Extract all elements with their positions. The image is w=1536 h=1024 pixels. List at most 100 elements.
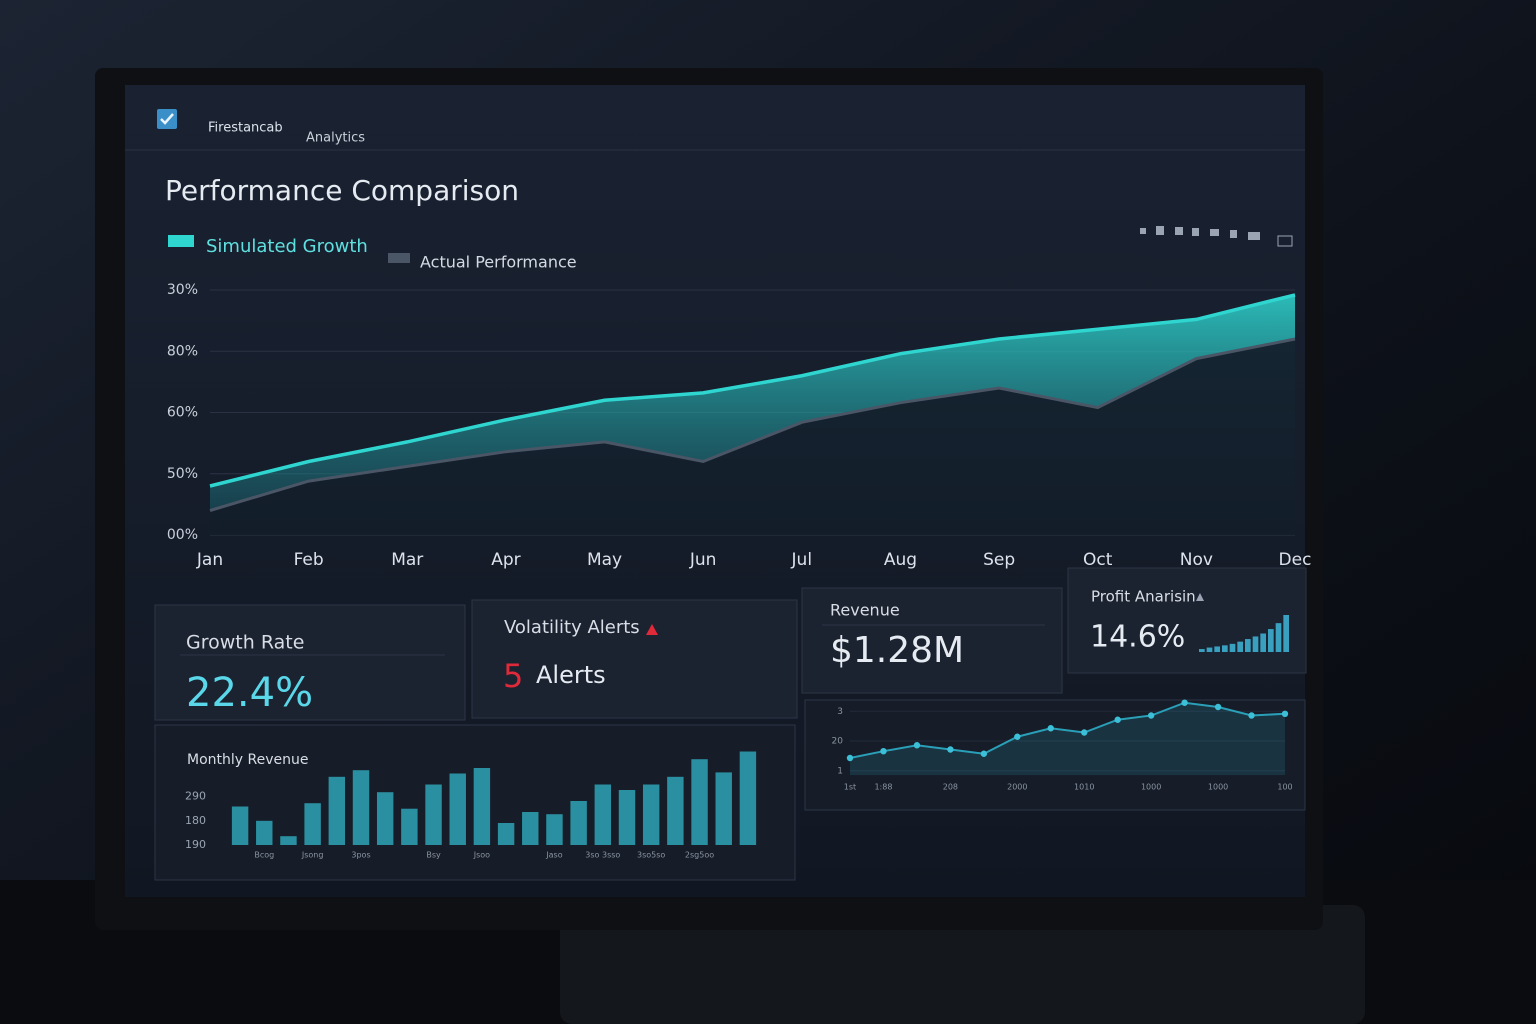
bar (691, 759, 708, 845)
x-tick-label: 1:88 (874, 783, 892, 792)
point (846, 754, 854, 762)
brand: Firestancab (208, 121, 283, 136)
spark-bar (1245, 639, 1251, 652)
x-tick-label: Nov (1180, 550, 1213, 570)
bar (231, 806, 249, 845)
point (980, 750, 988, 757)
card-value: 14.6% (1090, 620, 1185, 655)
app-icon-check (160, 113, 174, 125)
alert-count: 5 (503, 657, 523, 695)
tool-icon[interactable] (1156, 226, 1164, 235)
bar (449, 773, 466, 845)
tool-icon[interactable] (1192, 228, 1199, 236)
card-value: 22.4% (186, 670, 313, 716)
bar (715, 772, 732, 845)
point (1181, 699, 1188, 706)
spark-bar (1229, 643, 1236, 652)
x-tick-label: Jan (196, 550, 223, 570)
bar (280, 836, 297, 845)
tool-icon[interactable] (1230, 230, 1237, 238)
tool-icon[interactable] (1248, 232, 1260, 240)
nav-tab[interactable]: Analytics (306, 131, 365, 146)
bar (497, 823, 515, 845)
bar (304, 803, 321, 845)
point (1081, 729, 1088, 736)
legend-swatch (168, 235, 194, 247)
x-tick-label: 1010 (1074, 783, 1094, 792)
x-tick-label: 1000 (1141, 783, 1161, 792)
card-label: Volatility Alerts (504, 617, 640, 638)
x-tick-label: May (587, 550, 622, 570)
x-tick-label: 3so 3sso (585, 851, 620, 860)
alert-unit: Alerts (536, 661, 606, 689)
y-tick-label: 290 (185, 790, 206, 803)
tool-icon[interactable] (1175, 227, 1183, 235)
bar (739, 751, 757, 845)
bar (473, 768, 491, 845)
panel (804, 699, 1306, 811)
y-tick-label: 3 (837, 707, 843, 717)
y-tick-label: 190 (185, 838, 206, 851)
bar (642, 784, 660, 845)
y-tick-label: 180 (185, 814, 206, 827)
point (1281, 710, 1289, 717)
bar (594, 784, 612, 845)
bar (401, 808, 418, 845)
spark-bar (1260, 633, 1266, 652)
bar (570, 801, 587, 845)
spark-bar (1237, 641, 1243, 652)
card (154, 604, 466, 721)
card (471, 599, 798, 719)
point (1248, 712, 1255, 719)
panel-title: Monthly Revenue (187, 752, 308, 768)
point (1214, 703, 1222, 711)
card-label: Growth Rate (186, 632, 304, 654)
x-tick-label: 1000 (1208, 783, 1228, 792)
card-label: Profit Anarisin (1091, 588, 1196, 606)
x-tick-label: 100 (1277, 783, 1292, 792)
chart-title: Performance Comparison (165, 174, 519, 207)
trend-icon (1196, 593, 1204, 601)
point (1114, 716, 1121, 723)
bar (328, 776, 346, 845)
x-tick-label: Bcog (254, 851, 274, 860)
toolbar (1140, 226, 1293, 247)
card (801, 587, 1063, 694)
card-label: Revenue (830, 601, 900, 620)
card (1067, 567, 1307, 674)
tool-icon[interactable] (1277, 235, 1293, 247)
spark-bar (1222, 645, 1228, 652)
spark-bar (1199, 649, 1205, 652)
x-tick-label: Oct (1083, 550, 1113, 570)
tool-icon[interactable] (1140, 228, 1146, 234)
point (947, 746, 954, 753)
x-tick-label: Jun (689, 550, 717, 570)
bar (667, 776, 684, 845)
keyboard (560, 905, 1365, 1024)
x-tick-label: Dec (1279, 550, 1312, 570)
card-value: $1.28M (830, 630, 964, 671)
x-tick-label: Aug (884, 550, 917, 570)
tool-icon[interactable] (1210, 229, 1219, 236)
alert-icon (646, 624, 658, 635)
area-mask (210, 339, 1295, 535)
bar (425, 784, 442, 845)
x-tick-label: 208 (943, 783, 958, 792)
x-tick-label: 3pos (351, 851, 370, 860)
point (913, 742, 921, 749)
spark-bar (1206, 647, 1213, 652)
legend-label: Simulated Growth (206, 236, 368, 257)
x-tick-label: Apr (491, 550, 520, 570)
spark-bar (1268, 629, 1274, 652)
spark-bar (1214, 646, 1220, 652)
legend-label: Actual Performance (420, 253, 577, 272)
y-tick-label: 20 (832, 737, 844, 747)
y-tick-label: 1 (837, 766, 843, 776)
spark-bar (1283, 615, 1289, 652)
bar (546, 814, 563, 845)
bar (256, 820, 273, 845)
line (209, 337, 1296, 512)
x-tick-label: Mar (391, 550, 423, 570)
point (1014, 733, 1021, 740)
